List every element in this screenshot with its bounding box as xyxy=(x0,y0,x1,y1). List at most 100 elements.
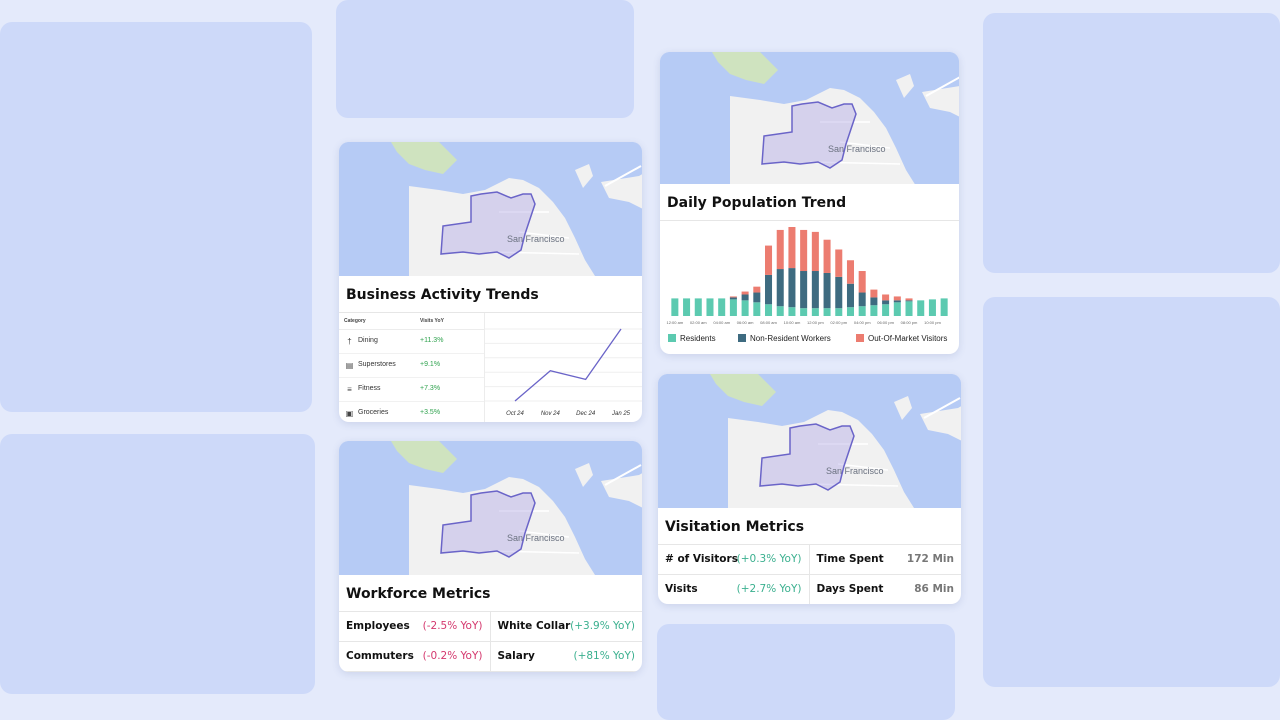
bar-residents xyxy=(753,302,761,316)
bar-out-of-market-visitors xyxy=(741,291,749,295)
legend-item: Out-Of-Market Visitors xyxy=(856,334,947,343)
x-tick-label: Oct 24 xyxy=(506,411,524,417)
category-name: Groceries xyxy=(358,409,389,416)
metric-value: (+3.9% YoY) xyxy=(570,620,635,632)
bar-out-of-market-visitors xyxy=(765,245,773,275)
metric-cell: Time Spent 172 Min xyxy=(809,545,961,575)
bar-residents xyxy=(870,305,878,316)
x-tick-label: 04:00 pm xyxy=(854,320,871,325)
card-title: Daily Population Trend xyxy=(660,184,959,221)
bar-out-of-market-visitors xyxy=(776,229,784,270)
bar-residents xyxy=(741,300,749,316)
metric-label: Time Spent xyxy=(816,553,884,565)
bar-out-of-market-visitors xyxy=(753,286,761,293)
bar-non-resident-workers xyxy=(765,274,773,305)
table-row[interactable]: † Dining +11.3% xyxy=(339,330,484,354)
background-tile xyxy=(983,297,1280,687)
bar-non-resident-workers xyxy=(741,294,749,301)
visits-yoy: +7.3% xyxy=(420,385,441,392)
x-tick-label: 12:00 pm xyxy=(807,320,824,325)
metric-cell: Visits (+2.7% YoY) xyxy=(658,575,810,604)
map[interactable]: San Francisco xyxy=(658,374,961,508)
category-name: Fitness xyxy=(358,385,381,392)
column-header-visits: Visits YoY xyxy=(420,318,444,324)
metric-value: (+2.7% YoY) xyxy=(736,583,802,595)
visits-yoy: +11.3% xyxy=(420,337,444,344)
metric-value: (+81% YoY) xyxy=(573,650,635,662)
district-outline xyxy=(440,490,536,558)
x-tick-label: 04:00 am xyxy=(713,320,730,325)
card-title: Business Activity Trends xyxy=(339,276,642,313)
bar-non-resident-workers xyxy=(905,300,913,302)
bar-out-of-market-visitors xyxy=(870,289,878,298)
map-background xyxy=(658,374,961,508)
background-tile xyxy=(336,0,634,118)
bar-non-resident-workers xyxy=(846,283,854,308)
metric-label: Commuters xyxy=(346,650,414,662)
business-activity-card[interactable]: San Francisco Business Activity Trends C… xyxy=(339,142,642,422)
metric-value: (-2.5% YoY) xyxy=(422,620,483,632)
bar-out-of-market-visitors xyxy=(823,239,831,273)
x-tick-label: 06:00 pm xyxy=(877,320,894,325)
legend-item: Residents xyxy=(668,334,716,343)
metric-cell: Days Spent 86 Min xyxy=(810,575,962,604)
table-row[interactable]: ≡ Fitness +7.3% xyxy=(339,378,484,402)
bar-out-of-market-visitors xyxy=(729,296,737,298)
bar-residents xyxy=(694,298,702,316)
bar-residents xyxy=(835,308,843,316)
series-line xyxy=(514,328,622,402)
metric-cell: Salary (+81% YoY) xyxy=(490,642,642,672)
metric-label: Employees xyxy=(346,620,410,632)
metrics-grid: # of Visitors (+0.3% YoY) Time Spent 172 Mi… xyxy=(658,545,961,604)
map-city-label: San Francisco xyxy=(507,234,565,244)
bar-out-of-market-visitors xyxy=(788,227,796,269)
metric-label: Visits xyxy=(665,583,698,595)
map-city-label: San Francisco xyxy=(507,533,565,543)
bar-non-resident-workers xyxy=(870,297,878,306)
map[interactable]: San Francisco xyxy=(660,52,959,184)
bar-residents xyxy=(788,307,796,316)
bar-residents xyxy=(718,298,726,316)
table-row[interactable]: ▤ Superstores +9.1% xyxy=(339,354,484,378)
map[interactable]: San Francisco xyxy=(339,142,642,276)
metric-value: (-0.2% YoY) xyxy=(422,650,483,662)
map-city-label: San Francisco xyxy=(826,466,884,476)
bar-non-resident-workers xyxy=(835,276,843,309)
bar-non-resident-workers xyxy=(882,300,890,305)
x-tick-label: 02:00 am xyxy=(690,320,707,325)
visits-yoy: +3.5% xyxy=(420,409,441,416)
visits-line-chart: Oct 24 Nov 24 Dec 24 Jan 25 xyxy=(485,313,642,422)
bar-residents xyxy=(683,298,691,316)
metric-value: 86 Min xyxy=(914,583,954,595)
visits-yoy: +9.1% xyxy=(420,361,441,368)
legend-swatch xyxy=(668,334,676,342)
workforce-metrics-card[interactable]: San Francisco Workforce Metrics Employee… xyxy=(339,441,642,672)
background-tile xyxy=(983,13,1280,273)
map[interactable]: San Francisco xyxy=(339,441,642,575)
map-background xyxy=(660,52,959,184)
map-background xyxy=(339,441,642,575)
visitation-metrics-card[interactable]: San Francisco Visitation Metrics # of Vi… xyxy=(658,374,961,604)
bar-non-resident-workers xyxy=(729,297,737,300)
bar-residents xyxy=(858,306,866,316)
metric-cell: Employees (-2.5% YoY) xyxy=(339,612,491,642)
background-tile xyxy=(0,434,315,694)
bar-residents xyxy=(823,308,831,316)
bar-out-of-market-visitors xyxy=(811,231,819,272)
bar-non-resident-workers xyxy=(753,292,761,303)
grocery-icon: ▣ xyxy=(345,409,354,418)
bar-non-resident-workers xyxy=(811,271,819,309)
legend-swatch xyxy=(856,334,864,342)
bar-non-resident-workers xyxy=(800,271,808,309)
bar-non-resident-workers xyxy=(823,272,831,309)
card-title: Visitation Metrics xyxy=(658,508,961,545)
daily-population-card[interactable]: San Francisco Daily Population Trend 12:… xyxy=(660,52,959,354)
table-row[interactable]: ▣ Groceries +3.5% xyxy=(339,402,484,422)
x-tick-label: 06:00 am xyxy=(737,320,754,325)
background-tile xyxy=(657,624,955,720)
x-tick-label: 08:00 pm xyxy=(901,320,918,325)
district-outline xyxy=(759,423,855,491)
bar-residents xyxy=(706,298,714,316)
bar-residents xyxy=(846,307,854,316)
bar-residents xyxy=(940,298,948,316)
